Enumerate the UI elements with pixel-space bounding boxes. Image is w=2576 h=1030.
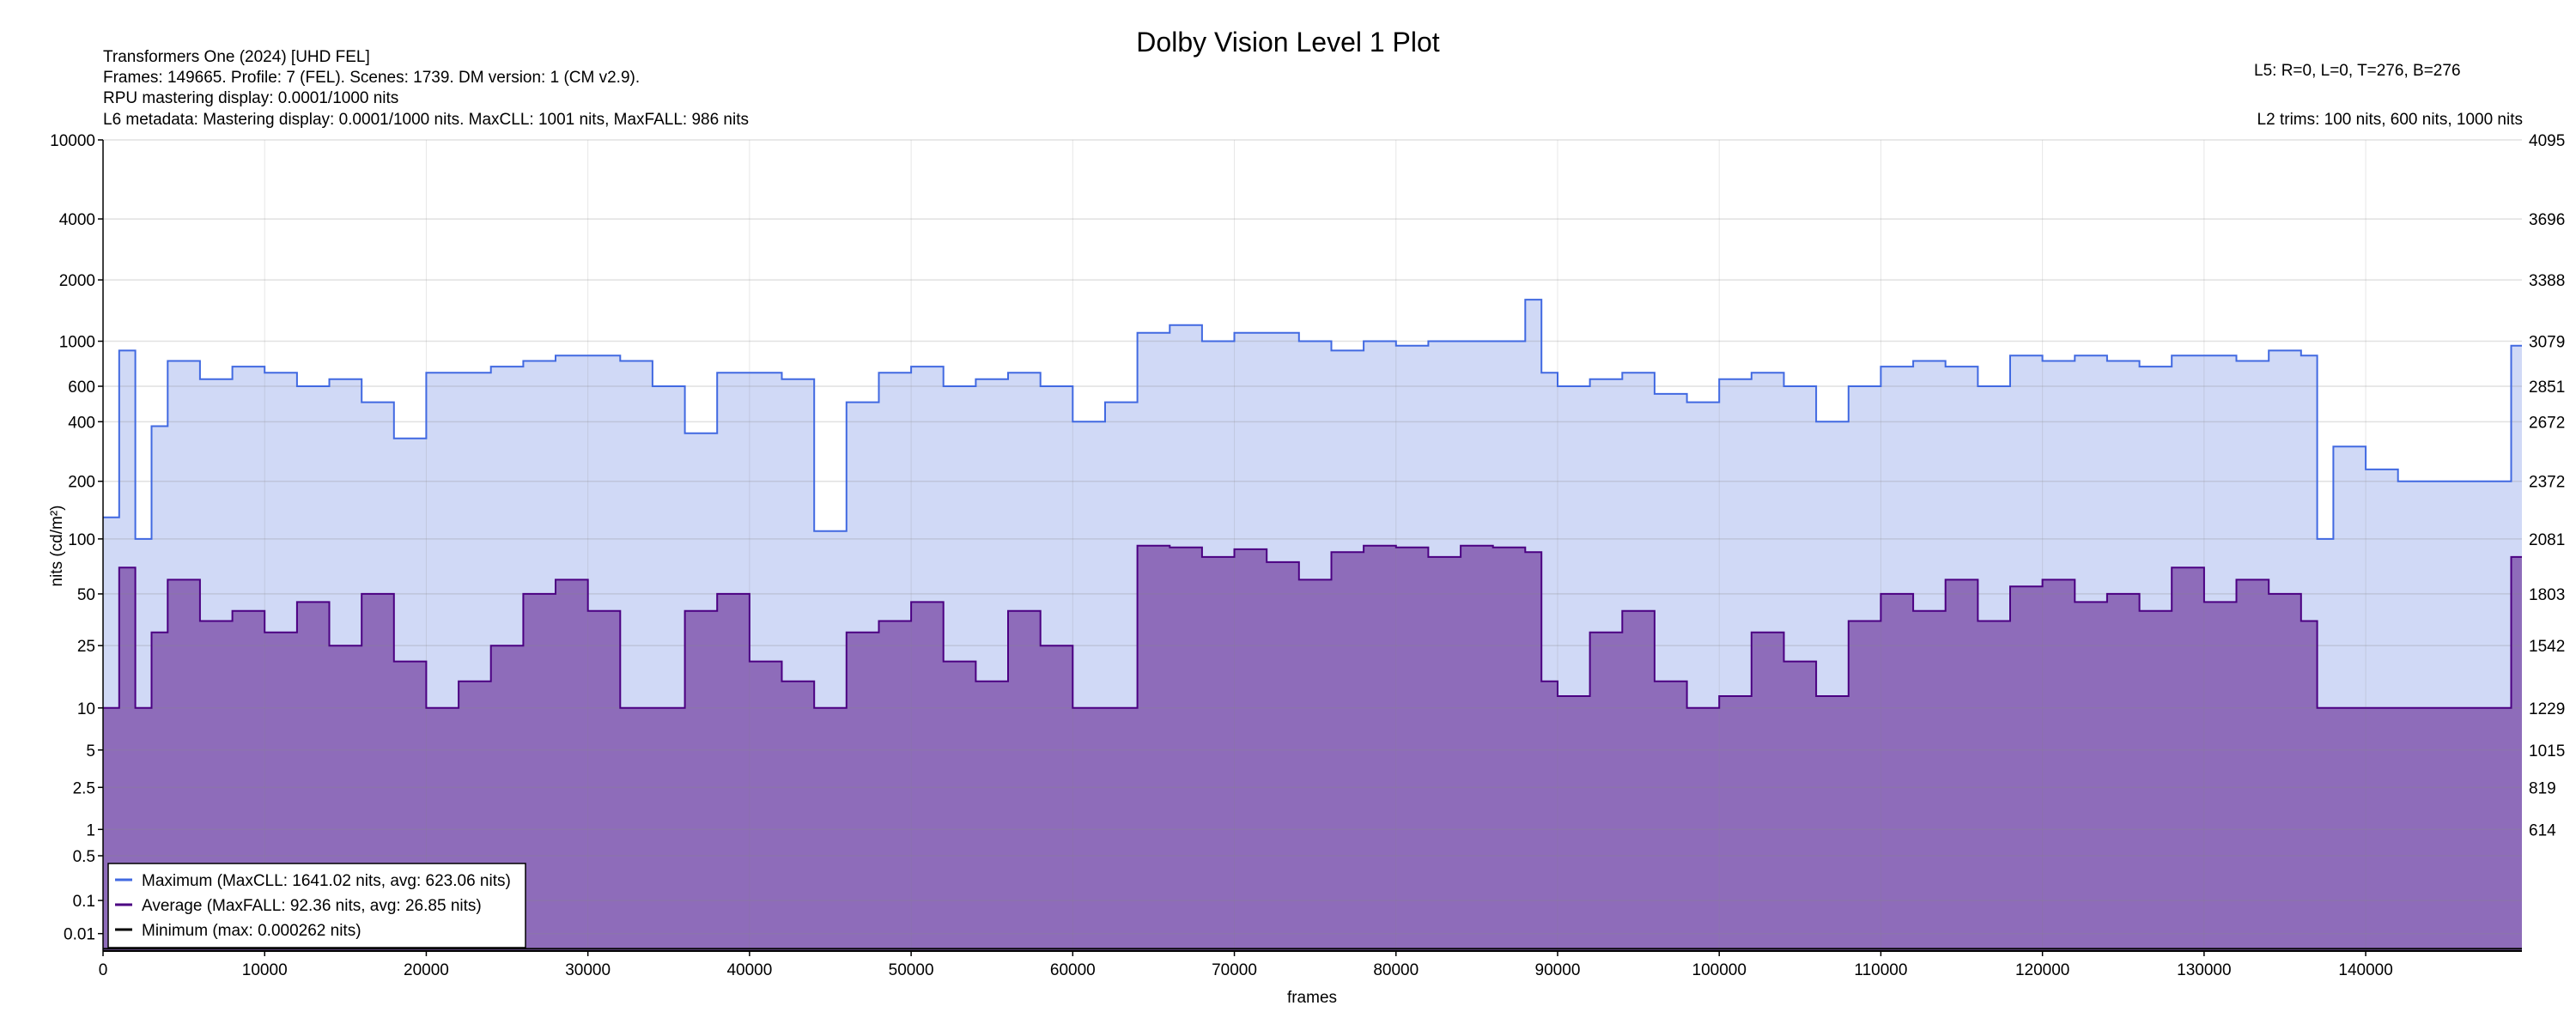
info-line-title: Transformers One (2024) [UHD FEL] [103,48,370,66]
series-line-average [103,544,2522,709]
y-right-tick-label: 2081 [2529,531,2565,549]
y-tick-label: 600 [68,379,95,397]
x-tick-label: 110000 [1854,961,1907,979]
y-right-tick-label: 614 [2529,821,2556,839]
x-tick-label: 10000 [242,961,288,979]
y-tick-label: 25 [77,638,95,656]
y-tick-label: 1000 [59,334,95,352]
l5-info: L5: R=0, L=0, T=276, B=276 [2254,62,2461,80]
y-right-tick-label: 1542 [2529,638,2565,656]
info-line-l6: L6 metadata: Mastering display: 0.0001/1… [103,111,749,129]
y-right-tick-label: 2372 [2529,474,2565,492]
y-axis-label: nits (cd/m²) [48,506,66,587]
x-tick-label: 20000 [404,961,449,979]
l2-trims-info: L2 trims: 100 nits, 600 nits, 1000 nits [2257,111,2523,129]
x-tick-label: 0 [99,961,108,979]
y-tick-label: 1 [86,821,95,839]
y-right-tick-label: 1229 [2529,700,2565,718]
y-tick-label: 0.01 [64,926,95,944]
x-axis-label: frames [1287,989,1337,1007]
y-tick-label: 10000 [50,132,95,150]
x-tick-label: 90000 [1535,961,1581,979]
legend-label-minimum: Minimum (max: 0.000262 nits) [142,922,361,940]
y-tick-label: 0.1 [73,893,95,911]
x-tick-label: 70000 [1212,961,1257,979]
chart-title: Dolby Vision Level 1 Plot [1136,27,1440,58]
x-tick-label: 140000 [2338,961,2392,979]
info-line-rpu: RPU mastering display: 0.0001/1000 nits [103,89,398,107]
y-right-tick-label: 2851 [2529,379,2565,397]
x-tick-label: 60000 [1050,961,1096,979]
x-tick-label: 40000 [726,961,772,979]
x-tick-label: 120000 [2015,961,2069,979]
x-tick-label: 100000 [1692,961,1747,979]
series-lines [103,299,2522,950]
axes: 1000040002000100060040020010050251052.51… [50,132,2565,979]
series-fills [103,300,2522,952]
y-right-tick-label: 4095 [2529,132,2565,150]
y-tick-label: 5 [86,742,95,760]
y-tick-label: 400 [68,414,95,432]
legend-box [107,863,526,948]
x-tick-label: 30000 [565,961,611,979]
x-tick-label: 80000 [1373,961,1419,979]
series-line-maximum [103,299,2522,540]
y-right-tick-label: 1015 [2529,742,2565,760]
legend: Maximum (MaxCLL: 1641.02 nits, avg: 623.… [107,863,526,948]
y-right-tick-label: 3388 [2529,272,2565,290]
y-tick-label: 100 [68,531,95,549]
y-tick-label: 0.5 [73,848,95,866]
y-tick-label: 2.5 [73,779,95,797]
y-right-tick-label: 819 [2529,779,2556,797]
y-right-tick-label: 3079 [2529,334,2565,352]
x-tick-label: 50000 [889,961,934,979]
y-right-tick-label: 2672 [2529,414,2565,432]
y-tick-label: 10 [77,700,95,718]
y-tick-label: 4000 [59,211,95,229]
y-right-tick-label: 1803 [2529,586,2565,604]
y-tick-label: 2000 [59,272,95,290]
y-right-tick-label: 3696 [2529,211,2565,229]
legend-label-average: Average (MaxFALL: 92.36 nits, avg: 26.85… [142,897,482,915]
legend-label-maximum: Maximum (MaxCLL: 1641.02 nits, avg: 623.… [142,872,511,890]
y-tick-label: 50 [77,586,95,604]
x-tick-label: 130000 [2177,961,2231,979]
info-line-frames: Frames: 149665. Profile: 7 (FEL). Scenes… [103,69,640,87]
y-tick-label: 200 [68,474,95,492]
series-fill-average [103,545,2522,951]
